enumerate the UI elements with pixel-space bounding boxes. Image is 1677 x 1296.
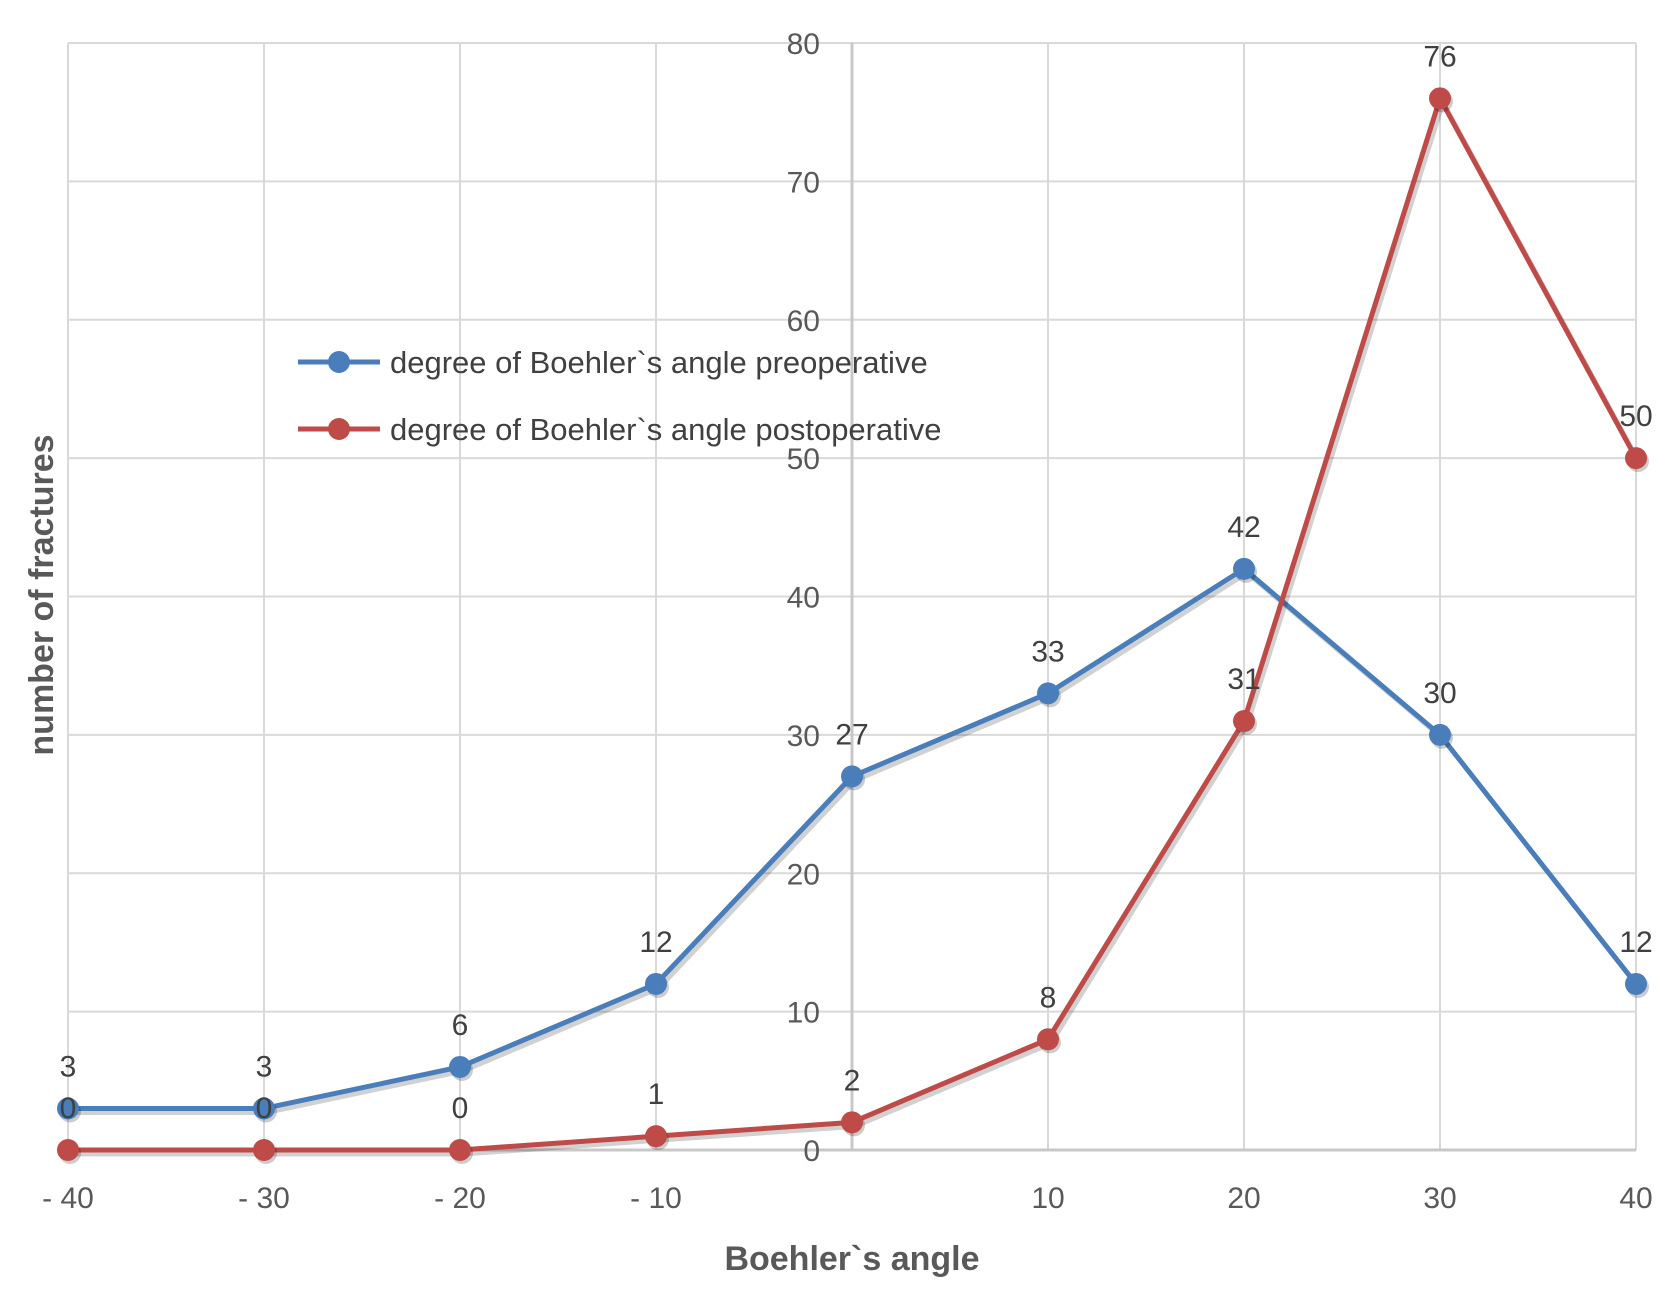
y-axis-ticks: 0 10 20 30 40 50 60 70 80 (787, 28, 820, 1168)
y-tick-label: 60 (787, 305, 820, 338)
x-tick-label: - 40 (42, 1182, 94, 1215)
data-label: 0 (256, 1092, 273, 1125)
y-tick-label: 40 (787, 582, 820, 615)
data-label: 76 (1423, 40, 1456, 73)
data-point (57, 1097, 79, 1120)
y-tick-label: 20 (787, 858, 820, 891)
y-tick-label: 70 (787, 166, 820, 199)
data-point (449, 1139, 471, 1161)
y-axis-title: number of fractures (23, 434, 61, 755)
data-point (253, 1097, 275, 1120)
y-tick-label: 0 (803, 1135, 820, 1168)
data-label: 2 (844, 1064, 861, 1097)
series-line-shadow (71, 570, 1641, 1115)
data-point (1625, 972, 1647, 995)
data-label: 30 (1423, 677, 1456, 710)
data-label: 33 (1031, 635, 1064, 668)
y-tick-label: 50 (787, 443, 820, 476)
series-group (57, 87, 1649, 1164)
x-tick-label: - 20 (434, 1182, 486, 1215)
data-point (841, 765, 863, 788)
data-point (1233, 710, 1255, 733)
data-point (1429, 87, 1451, 110)
x-tick-label: 40 (1619, 1182, 1652, 1215)
data-label: 31 (1227, 663, 1260, 696)
series-line-shadow (71, 99, 1642, 1157)
data-label: 3 (60, 1050, 77, 1083)
data-label: 12 (1619, 926, 1652, 959)
y-tick-label: 80 (787, 28, 820, 61)
data-point (449, 1055, 471, 1078)
data-label: 42 (1227, 511, 1260, 544)
data-label: 12 (639, 926, 672, 959)
data-point (1037, 682, 1059, 705)
data-point (1625, 447, 1647, 470)
x-tick-label: 20 (1227, 1182, 1260, 1215)
legend-marker (328, 351, 350, 373)
data-label: 6 (452, 1009, 469, 1042)
data-point (841, 1111, 863, 1134)
data-label: 8 (1040, 981, 1057, 1014)
x-axis-title: Boehler`s angle (724, 1240, 979, 1278)
data-point (645, 1125, 667, 1148)
data-label: 0 (452, 1092, 469, 1125)
y-tick-label: 30 (787, 720, 820, 753)
data-point (1037, 1028, 1059, 1051)
data-label: 3 (256, 1050, 273, 1083)
legend-label: degree of Boehler`s angle postoperative (390, 412, 941, 447)
data-point (1429, 723, 1451, 746)
data-point (1233, 557, 1255, 580)
legend-label: degree of Boehler`s angle preoperative (390, 345, 928, 380)
x-tick-label: 30 (1423, 1182, 1456, 1215)
x-tick-label: 10 (1031, 1182, 1064, 1215)
data-label: 0 (60, 1092, 77, 1125)
x-tick-label: - 30 (238, 1182, 290, 1215)
data-label: 27 (835, 718, 868, 751)
data-point (253, 1139, 275, 1161)
grid-lines (67, 42, 1637, 1152)
y-tick-label: 10 (787, 997, 820, 1030)
data-point (57, 1139, 79, 1161)
legend: degree of Boehler`s angle preoperative de… (298, 345, 941, 447)
x-axis-ticks: - 40 - 30 - 20 - 10 10 20 30 40 (42, 1182, 1653, 1215)
data-label: 1 (648, 1078, 665, 1111)
legend-marker (328, 418, 350, 440)
x-tick-label: - 10 (630, 1182, 682, 1215)
data-point (645, 972, 667, 995)
data-label: 50 (1619, 400, 1652, 433)
